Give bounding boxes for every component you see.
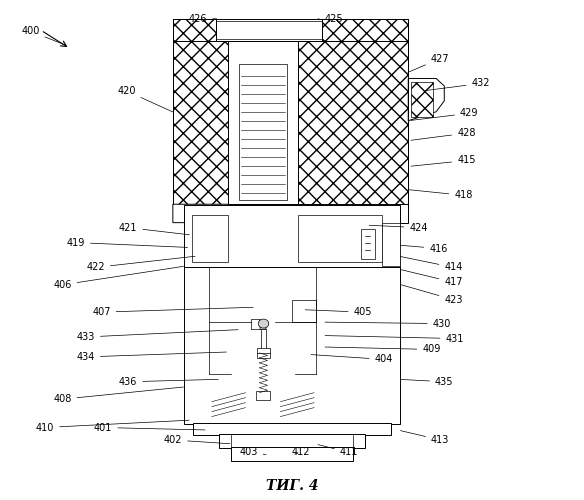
Text: 411: 411 — [318, 444, 358, 458]
Bar — [228, 41, 298, 205]
Text: 430: 430 — [325, 318, 451, 328]
Text: 429: 429 — [411, 108, 478, 120]
Polygon shape — [411, 82, 433, 116]
Bar — [257, 348, 270, 358]
Text: 408: 408 — [53, 387, 183, 404]
Text: 432: 432 — [426, 78, 490, 90]
Text: 422: 422 — [86, 256, 195, 272]
Text: 404: 404 — [311, 354, 393, 364]
Polygon shape — [173, 19, 217, 41]
Bar — [231, 447, 353, 461]
Polygon shape — [322, 19, 408, 41]
Text: 431: 431 — [325, 334, 464, 344]
Bar — [238, 64, 287, 200]
Text: 402: 402 — [164, 435, 230, 445]
Text: 403: 403 — [239, 448, 266, 458]
Text: 406: 406 — [53, 266, 183, 290]
Text: 419: 419 — [67, 238, 187, 248]
Text: 427: 427 — [408, 54, 450, 72]
Text: 412: 412 — [291, 448, 310, 458]
Bar — [220, 434, 364, 448]
Text: 433: 433 — [77, 330, 238, 342]
Text: 409: 409 — [325, 344, 441, 354]
Text: 417: 417 — [401, 270, 463, 287]
Text: 425: 425 — [318, 14, 343, 24]
Text: ΤИГ. 4: ΤИГ. 4 — [266, 479, 318, 493]
Bar — [360, 229, 375, 259]
Text: 426: 426 — [189, 14, 217, 24]
Polygon shape — [298, 204, 408, 222]
Polygon shape — [251, 320, 266, 330]
Polygon shape — [228, 204, 298, 322]
Polygon shape — [173, 41, 228, 205]
Bar — [185, 205, 399, 268]
Bar — [185, 268, 399, 424]
Bar — [192, 215, 228, 262]
Text: 434: 434 — [77, 352, 227, 362]
Text: 435: 435 — [401, 377, 454, 387]
Text: 405: 405 — [305, 307, 372, 317]
Text: 423: 423 — [401, 284, 463, 304]
Polygon shape — [260, 320, 266, 330]
Text: 400: 400 — [21, 26, 65, 45]
Polygon shape — [173, 204, 245, 222]
Text: 407: 407 — [92, 307, 253, 317]
Text: 401: 401 — [94, 422, 205, 432]
Text: 414: 414 — [401, 256, 463, 272]
Bar — [256, 391, 270, 400]
Polygon shape — [298, 41, 408, 205]
Text: 410: 410 — [36, 420, 189, 432]
Bar — [298, 215, 382, 262]
Bar — [292, 300, 317, 322]
Text: 421: 421 — [119, 222, 189, 235]
Bar — [217, 22, 322, 38]
Text: 424: 424 — [369, 222, 428, 232]
Text: 416: 416 — [401, 244, 448, 254]
Text: 418: 418 — [408, 190, 472, 200]
Text: 436: 436 — [119, 377, 218, 387]
Text: 413: 413 — [401, 430, 450, 445]
Bar — [173, 41, 408, 205]
Text: 428: 428 — [411, 128, 475, 140]
Polygon shape — [382, 222, 399, 266]
Polygon shape — [408, 78, 444, 120]
Text: 420: 420 — [117, 86, 173, 112]
Bar — [193, 423, 391, 435]
Bar — [260, 328, 266, 349]
Text: 415: 415 — [411, 156, 475, 166]
Circle shape — [258, 319, 269, 328]
